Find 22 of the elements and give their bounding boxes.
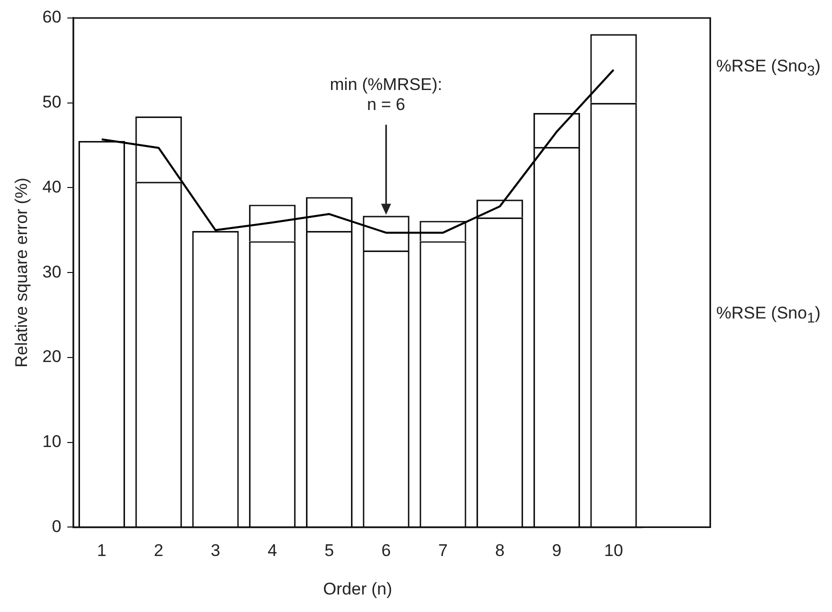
y-tick-label: 30	[42, 262, 62, 282]
x-tick-label: 1	[97, 541, 106, 560]
y-tick-label: 10	[42, 432, 62, 452]
y-axis-title: Relative square error (%)	[12, 178, 31, 368]
y-tick-label: 60	[42, 8, 62, 27]
text: %RSE (Sno$_{1}$)	[716, 303, 820, 326]
x-tick-label: 10	[604, 541, 624, 560]
x-tick-label: 4	[268, 541, 278, 560]
x-tick-label: 8	[495, 541, 505, 560]
x-axis-title: Order (n)	[323, 579, 392, 598]
x-tick-label: 5	[324, 541, 334, 560]
y-tick-label: 40	[42, 177, 62, 196]
x-tick-label: 7	[438, 541, 448, 560]
x-tick-label: 3	[210, 541, 220, 560]
x-tick-label: 9	[552, 541, 562, 560]
annotation: min (%MRSE): n = 6	[330, 74, 442, 114]
y-tick-label: 50	[42, 92, 62, 112]
x-tick-label: 2	[154, 541, 164, 560]
text: %RSE (Sno$_{3}$)	[716, 56, 820, 80]
x-tick-label: 6	[381, 541, 391, 560]
y-tick-label: 20	[42, 347, 62, 366]
y-tick-label: 0	[52, 516, 62, 536]
